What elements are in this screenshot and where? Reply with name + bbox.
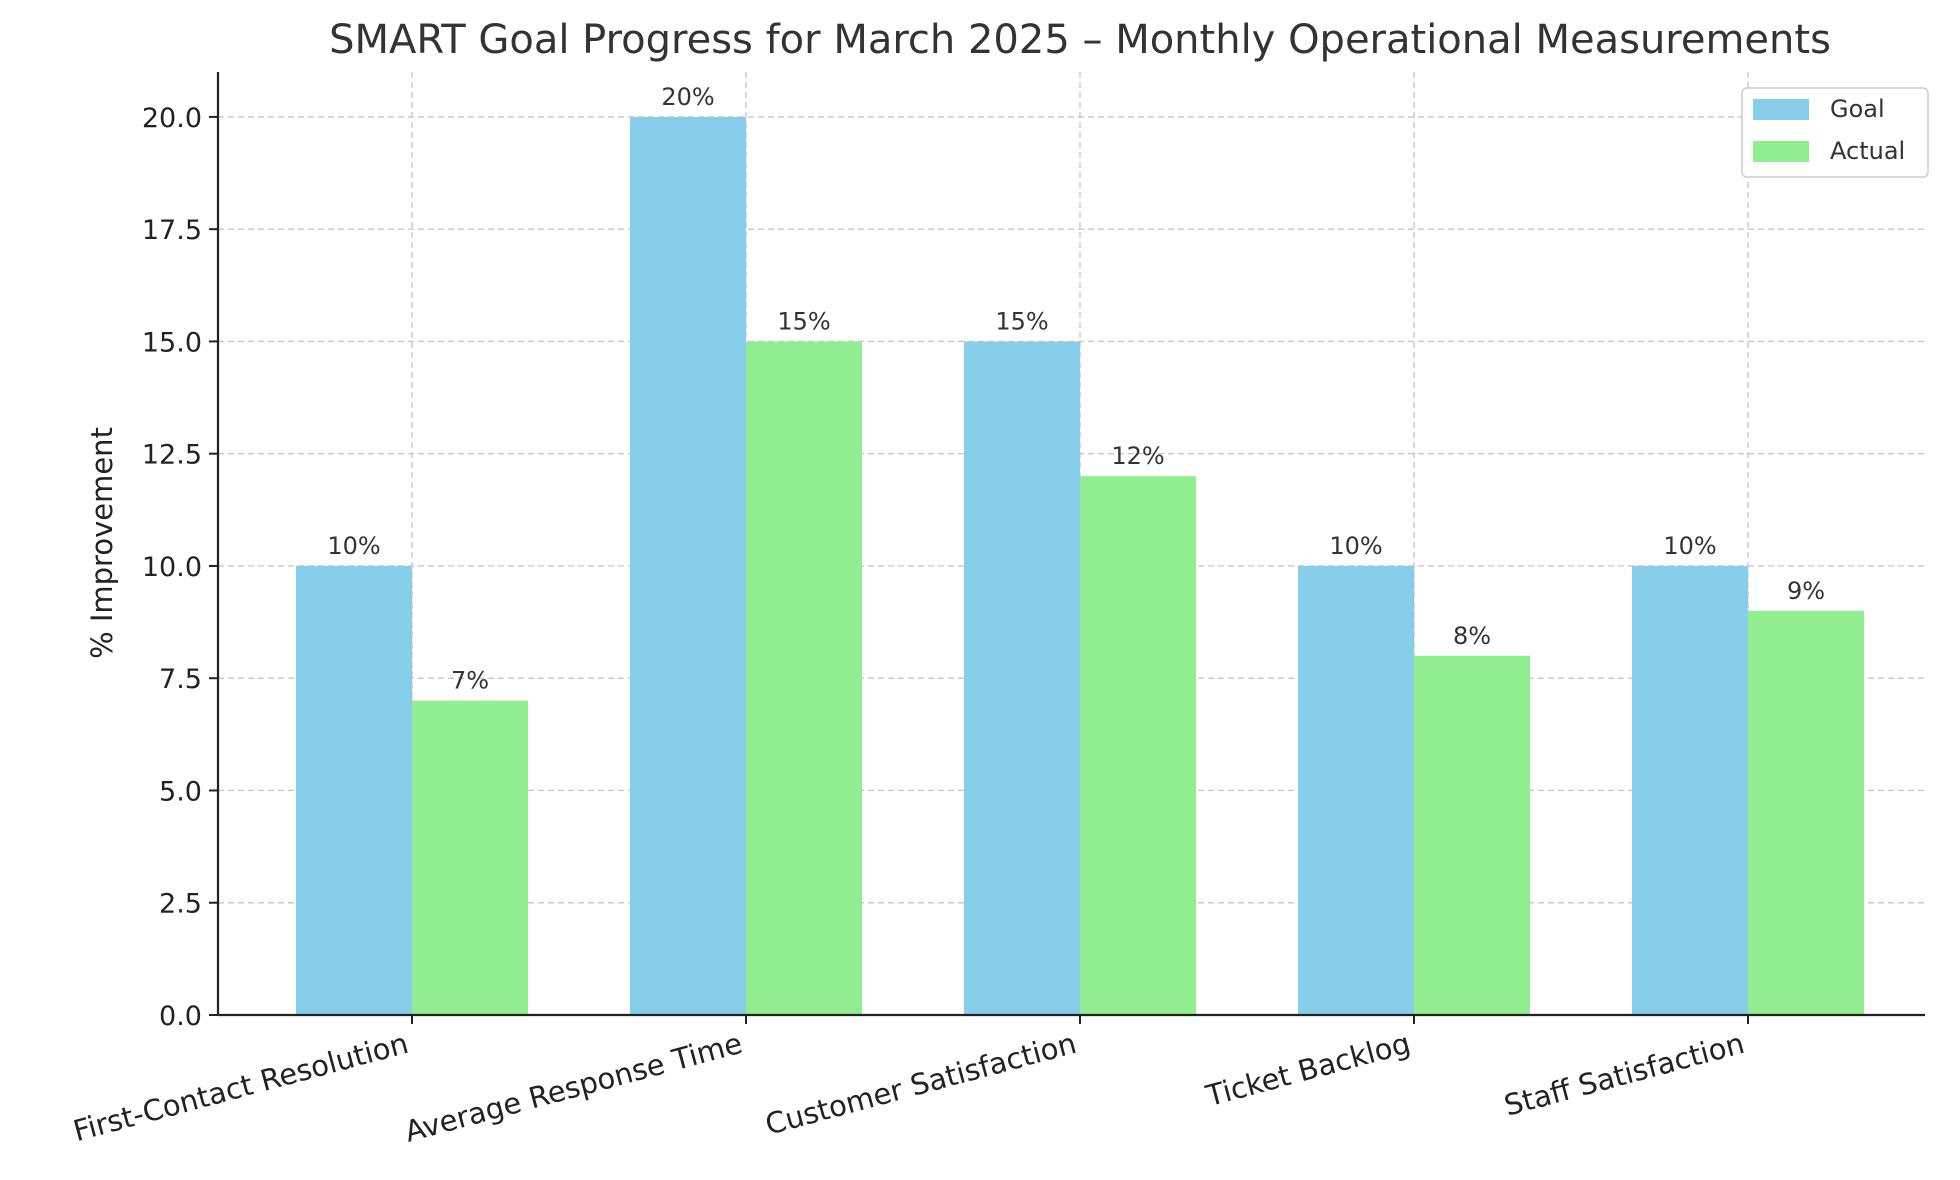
legend-label-actual: Actual (1830, 137, 1905, 165)
legend-swatch-actual (1753, 141, 1809, 162)
x-tick-label: Average Response Time (401, 1026, 746, 1149)
y-tick-label: 15.0 (142, 327, 202, 358)
bar-actual (746, 341, 862, 1015)
y-tick-label: 0.0 (159, 1001, 202, 1032)
data-label-actual: 15% (777, 307, 830, 335)
y-tick-label: 2.5 (159, 889, 202, 920)
bar-goal (964, 341, 1080, 1015)
y-tick-label: 5.0 (159, 776, 202, 807)
bar-actual (1414, 655, 1530, 1015)
data-label-goal: 10% (1329, 532, 1382, 560)
data-label-actual: 8% (1453, 622, 1491, 650)
y-tick-label: 17.5 (142, 215, 202, 246)
x-tick-label: Customer Satisfaction (762, 1026, 1080, 1142)
bar-actual (1080, 476, 1196, 1016)
data-label-goal: 10% (1663, 532, 1716, 560)
bars (296, 116, 1864, 1016)
legend: Goal Actual (1741, 87, 1929, 178)
y-axis-label: % Improvement (85, 427, 119, 659)
x-tick-label: Staff Satisfaction (1500, 1026, 1747, 1123)
y-tick-label: 12.5 (142, 440, 202, 471)
data-label-actual: 7% (451, 667, 489, 695)
data-label-actual: 9% (1787, 577, 1825, 605)
data-label-goal: 15% (995, 307, 1048, 335)
data-label-actual: 12% (1111, 442, 1164, 470)
y-tick-label: 7.5 (159, 664, 202, 695)
x-tick-label: First-Contact Resolution (70, 1026, 412, 1148)
bar-actual (412, 700, 528, 1015)
data-labels: 10% 20% 15% 10% 10% 7% 15% 12% 8% 9% (327, 83, 1825, 695)
x-tick-label: Ticket Backlog (1202, 1026, 1414, 1113)
data-label-goal: 20% (661, 83, 714, 111)
legend-swatch-goal (1753, 99, 1809, 120)
bar-actual (1748, 610, 1864, 1015)
data-label-goal: 10% (327, 532, 380, 560)
bar-goal (1298, 565, 1414, 1015)
bar-goal (1632, 565, 1748, 1015)
y-ticks: 0.0 2.5 5.0 7.5 10.0 12.5 15.0 17.5 20.0 (142, 103, 218, 1032)
legend-label-goal: Goal (1830, 95, 1885, 123)
y-tick-label: 20.0 (142, 103, 202, 134)
y-tick-label: 10.0 (142, 552, 202, 583)
bar-goal (296, 565, 412, 1015)
chart-title: SMART Goal Progress for March 2025 – Mon… (329, 17, 1831, 63)
bar-goal (630, 116, 746, 1015)
